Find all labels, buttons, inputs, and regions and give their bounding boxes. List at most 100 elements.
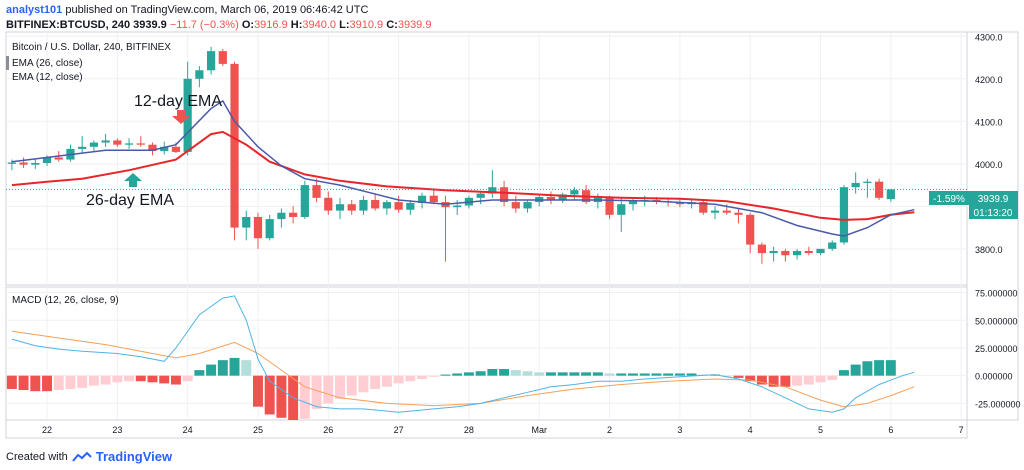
time-tick-label: Mar xyxy=(531,425,547,435)
low-value: 3910.9 xyxy=(349,19,384,31)
change-tag: -1.59% xyxy=(933,194,965,205)
created-with-text: Created with xyxy=(6,450,68,463)
macd-tick-label: -25.000000 xyxy=(975,399,1021,409)
author-name[interactable]: analyst101 xyxy=(6,4,63,16)
candle-body xyxy=(734,212,743,215)
macd-histogram-bar xyxy=(874,360,885,376)
macd-axis-ticks: -25.000000 0.000000 25.000000 50.000000 75.0… xyxy=(975,289,1021,410)
candle-body xyxy=(206,51,216,71)
macd-histogram-bar xyxy=(499,369,510,376)
macd-histogram-bar xyxy=(756,375,767,385)
open-value: 3916.9 xyxy=(254,19,288,31)
legend-ema12[interactable]: EMA (12, close) xyxy=(12,72,83,83)
macd-histogram-bar xyxy=(229,357,240,376)
last-price: 3939.9 xyxy=(133,19,167,31)
candle-body xyxy=(230,63,239,228)
macd-histogram-bar xyxy=(534,372,545,376)
macd-histogram-bar xyxy=(100,375,111,385)
time-tick-label: 7 xyxy=(959,425,964,435)
price-tag: 3939.9 xyxy=(978,194,1009,205)
macd-histogram-bar xyxy=(299,375,310,419)
candle-body xyxy=(148,144,157,152)
ema26-annotation: 26-day EMA xyxy=(86,192,174,209)
macd-histogram-bar xyxy=(815,375,826,383)
price-tick-label: 4000.0 xyxy=(975,160,1003,170)
macd-histogram-bar xyxy=(217,360,228,376)
legend-marker xyxy=(6,56,9,70)
macd-histogram-bar xyxy=(827,375,838,381)
candle-body xyxy=(171,146,181,152)
candle-body xyxy=(335,204,345,211)
ema12-annotation: 12-day EMA xyxy=(134,93,222,110)
publish-info: analyst101 published on TradingView.com,… xyxy=(6,4,368,16)
ema12-line xyxy=(11,99,915,237)
macd-histogram-bar xyxy=(639,373,650,376)
time-axis-ticks: 22 23 24 25 26 27 28 Mar 2 3 4 5 6 7 xyxy=(42,425,964,435)
macd-histogram xyxy=(6,357,896,420)
legend-macd[interactable]: MACD (12, 26, close, 9) xyxy=(12,295,119,306)
macd-histogram-bar xyxy=(452,373,463,376)
macd-histogram-bar xyxy=(487,369,498,376)
macd-histogram-bar xyxy=(252,375,263,407)
macd-histogram-bar xyxy=(405,375,416,382)
close-value: 3939.9 xyxy=(397,19,432,31)
candle-body xyxy=(781,250,790,256)
candle-body xyxy=(160,146,169,152)
footer: Created with TradingView xyxy=(6,449,172,464)
annotations: 12-day EMA 26-day EMA xyxy=(86,93,222,209)
high-label: H: xyxy=(290,19,303,31)
macd-histogram-bar xyxy=(663,373,674,376)
open-label: O: xyxy=(241,19,255,31)
price-axis[interactable] xyxy=(966,31,1019,421)
macd-histogram-bar xyxy=(616,373,627,376)
macd-histogram-bar xyxy=(522,371,533,376)
candle-body xyxy=(289,212,298,217)
time-tick-label: 27 xyxy=(394,425,404,435)
candle-body xyxy=(300,185,309,217)
legend-ema26[interactable]: EMA (26, close) xyxy=(12,58,83,69)
macd-histogram-bar xyxy=(651,373,662,376)
candle-body xyxy=(253,216,263,239)
candle-body xyxy=(816,248,825,254)
macd-histogram-bar xyxy=(768,375,779,387)
candle-body xyxy=(7,162,16,164)
candle-body xyxy=(476,193,485,198)
candle-body xyxy=(136,143,145,145)
price-tick-label: 4300.0 xyxy=(975,32,1003,42)
candle-body xyxy=(54,157,63,160)
high-value: 3940.0 xyxy=(302,19,337,31)
macd-histogram-bar xyxy=(65,375,76,389)
ema26-arrow-icon xyxy=(124,173,142,187)
candle-body xyxy=(183,78,192,152)
macd-histogram-bar xyxy=(6,375,17,389)
time-tick-label: 25 xyxy=(253,425,263,435)
candle-body xyxy=(722,210,731,213)
macd-histogram-bar xyxy=(323,375,334,404)
macd-histogram-bar xyxy=(440,374,451,376)
macd-histogram-bar xyxy=(838,370,849,376)
macd-histogram-bar xyxy=(124,375,135,382)
tradingview-logo-icon xyxy=(71,451,92,462)
macd-histogram-bar xyxy=(592,372,603,376)
candle-body xyxy=(839,187,849,243)
macd-histogram-bar xyxy=(194,370,205,376)
macd-line xyxy=(11,295,915,413)
candle-body xyxy=(277,212,286,220)
macd-tick-label: 75.000000 xyxy=(975,289,1018,299)
ema12-arrow-icon xyxy=(172,110,190,124)
macd-histogram-bar xyxy=(463,372,474,376)
candle-body xyxy=(605,197,614,215)
macd-histogram-bar xyxy=(862,361,873,376)
macd-histogram-bar xyxy=(850,364,861,376)
macd-histogram-bar xyxy=(30,375,41,392)
candle-body xyxy=(124,143,134,145)
macd-histogram-bar xyxy=(182,375,193,382)
macd-histogram-bar xyxy=(510,370,521,376)
macd-histogram-bar xyxy=(569,372,580,376)
tradingview-brand[interactable]: TradingView xyxy=(95,449,173,464)
price-pane[interactable] xyxy=(5,31,968,286)
macd-histogram-bar xyxy=(53,375,64,391)
time-axis[interactable] xyxy=(5,419,968,439)
